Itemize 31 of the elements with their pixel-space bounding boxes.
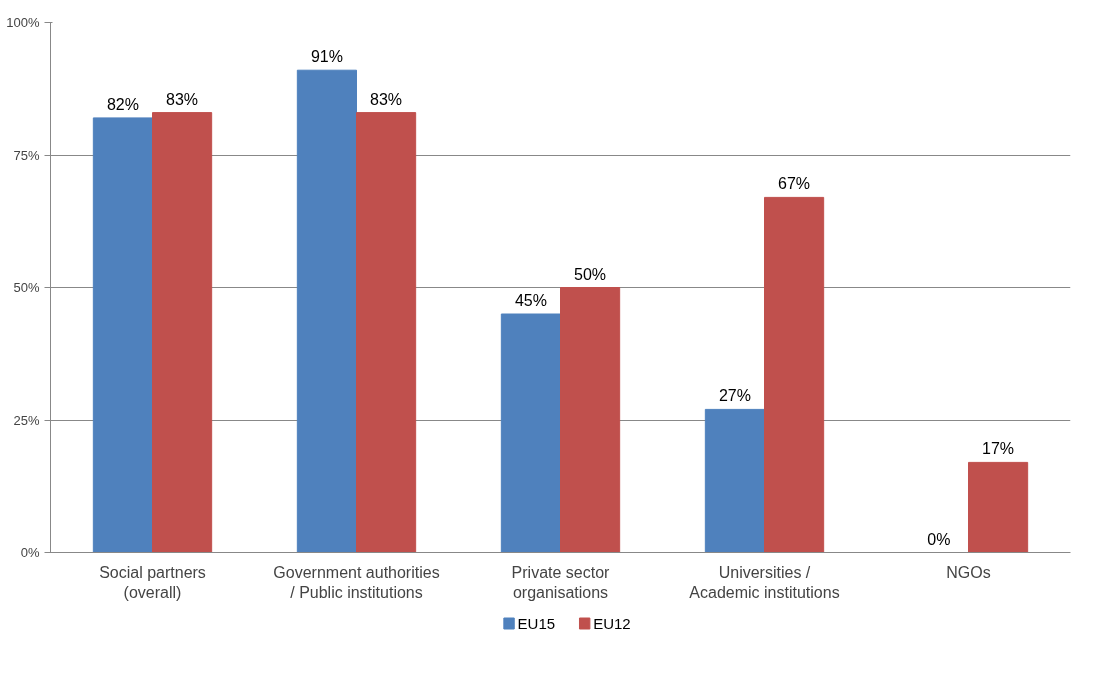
data-label: 91%: [310, 48, 343, 66]
legend-label: EU12: [593, 615, 631, 632]
data-label: 17%: [982, 440, 1015, 458]
bar: [92, 117, 153, 553]
bar: [356, 112, 417, 553]
y-tick-label: 0%: [20, 545, 40, 560]
y-tick-label: 50%: [13, 280, 40, 295]
x-tick-label: Universities / Academic institutions: [689, 563, 840, 601]
data-label: 82%: [106, 95, 139, 113]
data-label: 83%: [166, 90, 199, 108]
bar: [500, 313, 561, 553]
data-label: 50%: [574, 265, 607, 283]
data-label: 27%: [718, 387, 751, 405]
y-tick-label: 100%: [6, 15, 40, 30]
data-label: 0%: [927, 530, 951, 548]
y-tick-label: 75%: [13, 147, 40, 163]
legend-label: EU15: [517, 615, 556, 632]
x-tick-label: Private sector organisations: [511, 563, 611, 601]
bar: [296, 69, 357, 553]
bar: [152, 112, 213, 553]
data-label: 45%: [514, 292, 547, 309]
y-tick-label: 25%: [13, 412, 40, 428]
bar: [764, 196, 825, 553]
x-tick-label: Government authorities / Public institutions: [273, 563, 440, 601]
bar: [560, 287, 621, 553]
bar: [968, 461, 1029, 553]
data-label: 83%: [370, 90, 403, 108]
x-tick-label: NGOs: [946, 563, 991, 581]
bar: [704, 408, 765, 553]
x-tick-label: Social partners (overall): [99, 563, 206, 601]
data-label: 67%: [778, 175, 811, 193]
